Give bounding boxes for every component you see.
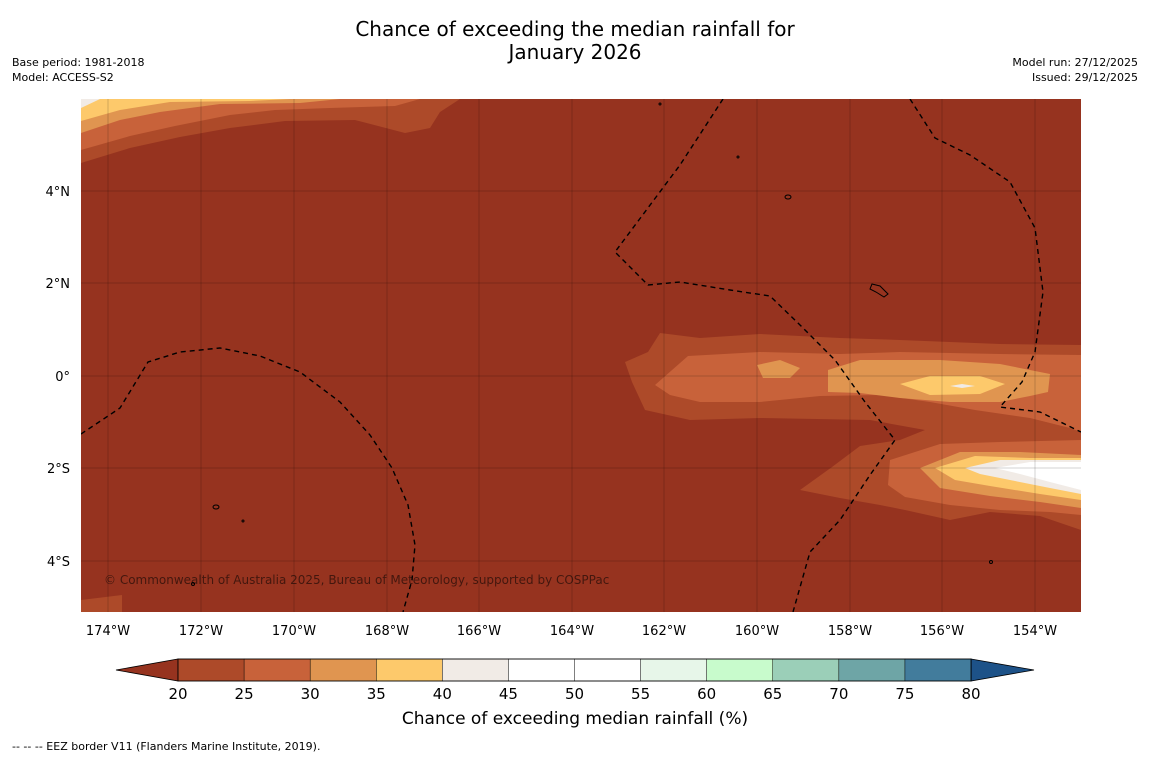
eez-border-west (81, 347, 416, 612)
colorbar-cell (376, 658, 443, 682)
colorbar-cell (904, 658, 972, 682)
colorbar-tick-label: 35 (367, 685, 386, 703)
colorbar-cell (640, 658, 708, 682)
contour-se-50 (995, 462, 1081, 490)
lon-label: 160°W (735, 624, 779, 639)
map-title: Chance of exceeding the median rainfall … (0, 18, 1150, 64)
island-2 (869, 283, 889, 298)
colorbar-tick-label: 55 (631, 685, 650, 703)
lon-label: 174°W (86, 624, 130, 639)
eez-border-east (909, 99, 1081, 433)
colorbar-cell (508, 658, 576, 682)
eez-border-central (614, 99, 896, 612)
map-panel: © Commonwealth of Australia 2025, Bureau… (81, 99, 1081, 612)
base-period: Base period: 1981-2018 (12, 56, 145, 69)
colorbar: 20 25 30 35 40 45 50 55 60 65 70 75 80 (115, 658, 1035, 703)
colorbar-tick-label: 20 (168, 685, 187, 703)
colorbar-cell (772, 658, 840, 682)
lon-label: 170°W (272, 624, 316, 639)
model-run: Model run: 27/12/2025 (1012, 56, 1138, 69)
colorbar-tick-label: 65 (763, 685, 782, 703)
island-7 (191, 582, 195, 586)
lon-label: 162°W (642, 624, 686, 639)
lat-label: 0° (55, 370, 70, 385)
lon-labels: 174°W 172°W 170°W 168°W 166°W 164°W 162°… (86, 624, 1057, 639)
contour-nw-45 (81, 99, 100, 108)
colorbar-tick-label: 80 (961, 685, 980, 703)
island-1 (784, 194, 792, 200)
copyright-text: © Commonwealth of Australia 2025, Bureau… (104, 573, 609, 587)
eez-borders (81, 99, 1081, 612)
island-8 (989, 560, 993, 564)
lon-label: 164°W (550, 624, 594, 639)
colorbar-tick-label: 50 (565, 685, 584, 703)
colorbar-tick-label: 45 (499, 685, 518, 703)
model-name: Model: ACCESS-S2 (12, 71, 114, 84)
lat-labels: 4°N 2°N 0° 2°S 4°S (46, 185, 71, 570)
contour-nw-35 (81, 99, 340, 133)
island-6 (241, 519, 245, 523)
lat-label: 2°S (47, 462, 70, 477)
colorbar-tick-label: 70 (829, 685, 848, 703)
contour-eq-40 (900, 376, 1005, 395)
eez-note: -- -- -- EEZ border V11 (Flanders Marine… (12, 740, 321, 753)
islands (191, 102, 993, 586)
colorbar-cell (442, 658, 509, 682)
lat-label: 4°S (47, 555, 70, 570)
lon-label: 172°W (179, 624, 223, 639)
issued-date: Issued: 29/12/2025 (1031, 71, 1138, 84)
rainfall-contours (81, 99, 1081, 612)
colorbar-under-arrow (115, 658, 179, 682)
colorbar-over-arrow (970, 658, 1035, 682)
colorbar-tick-label: 40 (433, 685, 452, 703)
lon-label: 154°W (1013, 624, 1057, 639)
island-4 (736, 155, 740, 159)
lon-label: 158°W (828, 624, 872, 639)
contour-nw-30 (81, 99, 420, 150)
colorbar-title: Chance of exceeding median rainfall (%) (401, 709, 749, 729)
title-line-2: January 2026 (508, 40, 642, 64)
contour-sw-25 (81, 595, 122, 612)
island-5 (658, 102, 662, 106)
lon-label: 156°W (920, 624, 964, 639)
colorbar-tick-label: 75 (895, 685, 914, 703)
colorbar-cell (309, 658, 377, 682)
contour-eq-35b (757, 360, 800, 378)
colorbar-cell (706, 658, 774, 682)
colorbar-cell (243, 658, 311, 682)
colorbar-frame (177, 658, 972, 682)
meta-right: Model run: 27/12/2025 Issued: 29/12/2025 (1012, 55, 1138, 85)
title-line-1: Chance of exceeding the median rainfall … (355, 17, 795, 41)
meta-left: Base period: 1981-2018 Model: ACCESS-S2 (12, 55, 144, 85)
colorbar-cell (574, 658, 642, 682)
colorbar-tick-label: 30 (301, 685, 320, 703)
lon-label: 166°W (457, 624, 501, 639)
island-3 (212, 504, 220, 510)
colorbar-cell (177, 658, 245, 682)
colorbar-tick-label: 25 (235, 685, 254, 703)
lon-label: 168°W (365, 624, 409, 639)
contour-eq-45 (950, 384, 975, 388)
graticule (81, 99, 1081, 612)
lat-label: 2°N (46, 277, 71, 292)
colorbar-cell (838, 658, 906, 682)
contour-nw-40 (81, 99, 290, 121)
lat-label: 4°N (46, 185, 71, 200)
colorbar-tick-label: 60 (697, 685, 716, 703)
